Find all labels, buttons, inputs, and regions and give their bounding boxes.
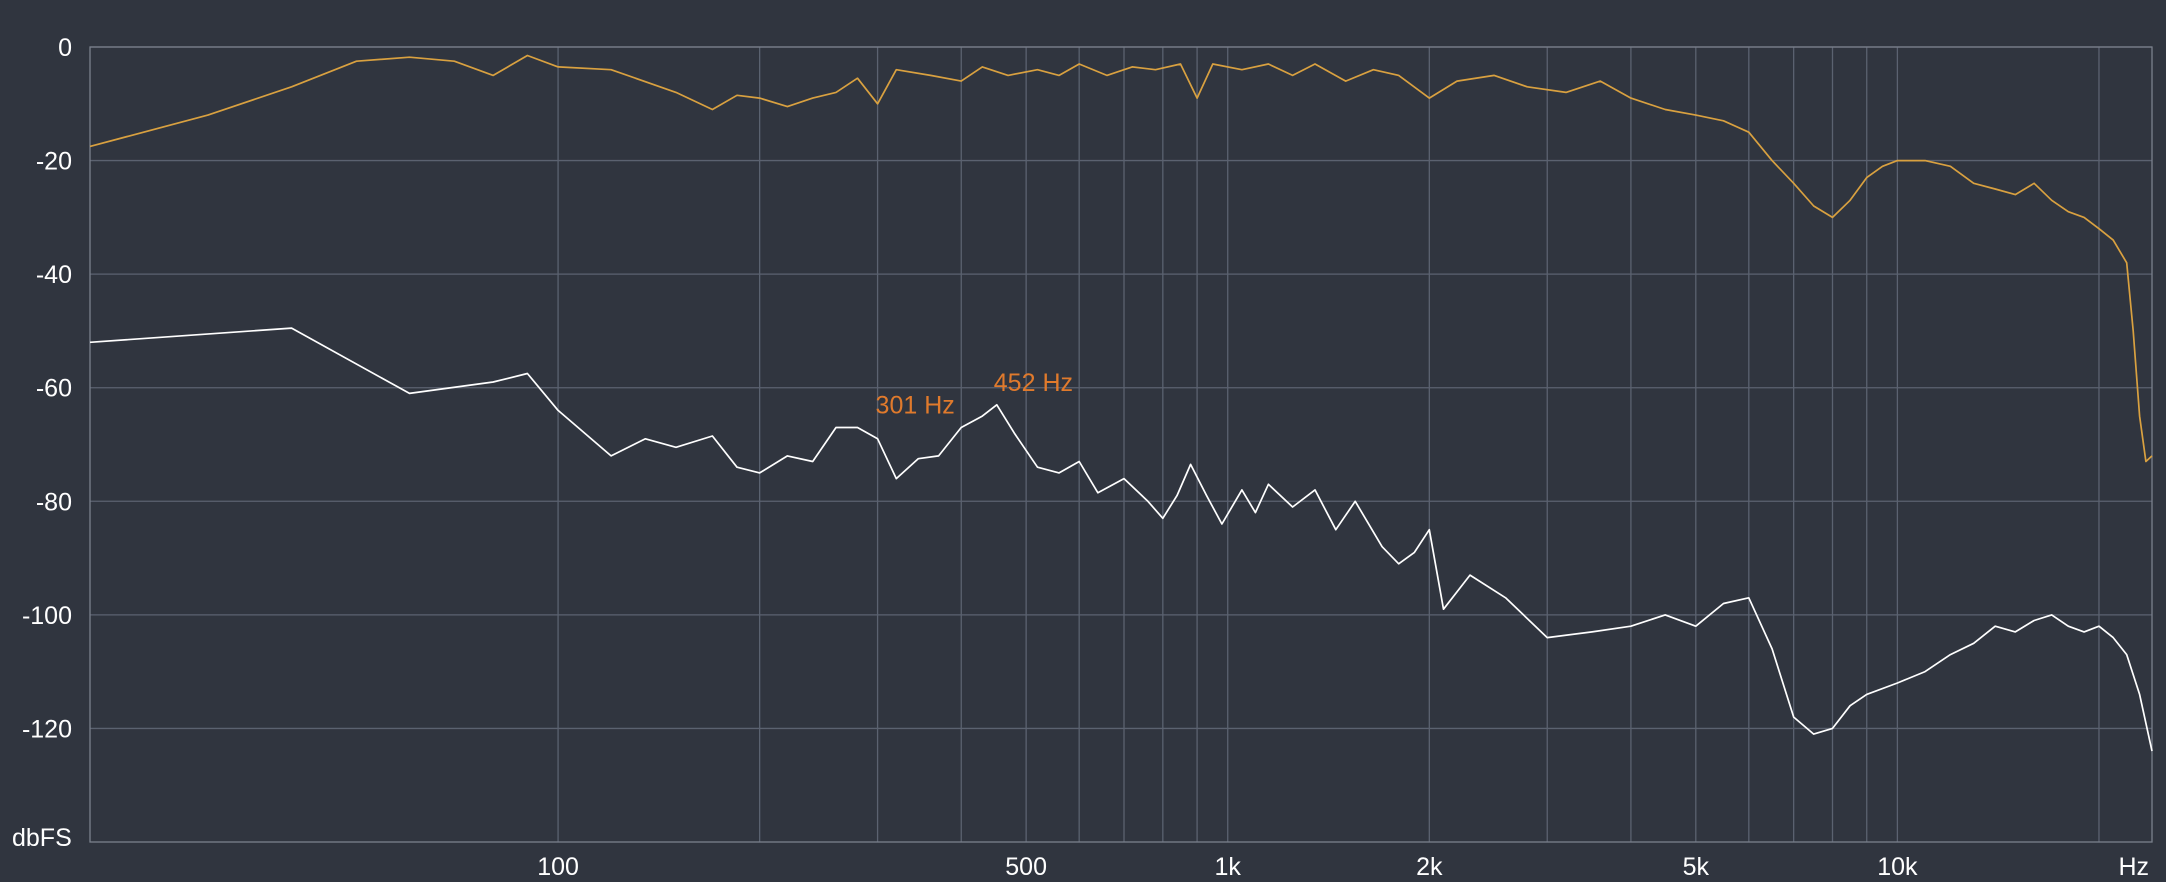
x-tick-label: 100: [537, 853, 579, 881]
x-tick-label: 2k: [1416, 853, 1443, 881]
y-tick-label: -100: [22, 602, 72, 630]
y-tick-label: -60: [36, 375, 72, 403]
y-tick-label: -20: [36, 148, 72, 176]
y-axis-unit-label: dbFS: [12, 824, 72, 852]
x-tick-labels: 100 500 1k 2k 5k 10k: [537, 853, 1918, 881]
y-tick-label: -40: [36, 261, 72, 289]
peak-label: 301 Hz: [876, 391, 955, 419]
y-tick-label: 0: [58, 34, 72, 62]
y-tick-label: -80: [36, 488, 72, 516]
x-tick-label: 500: [1005, 853, 1047, 881]
x-tick-label: 1k: [1215, 853, 1242, 881]
y-tick-labels: 0 -20 -40 -60 -80 -100 -120: [22, 34, 72, 743]
x-tick-label: 5k: [1683, 853, 1710, 881]
x-gridlines: [557, 47, 2100, 842]
x-axis-unit-label: Hz: [2118, 853, 2149, 881]
x-tick-label: 10k: [1877, 853, 1918, 881]
series-layer: [89, 54, 2153, 752]
series-line-1: [89, 54, 2153, 463]
peak-markers: 301 Hz 452 Hz: [876, 369, 1073, 420]
peak-label: 452 Hz: [994, 369, 1073, 397]
y-tick-label: -120: [22, 715, 72, 743]
plot-frame: [89, 46, 2153, 843]
series-line-2: [89, 327, 2153, 752]
